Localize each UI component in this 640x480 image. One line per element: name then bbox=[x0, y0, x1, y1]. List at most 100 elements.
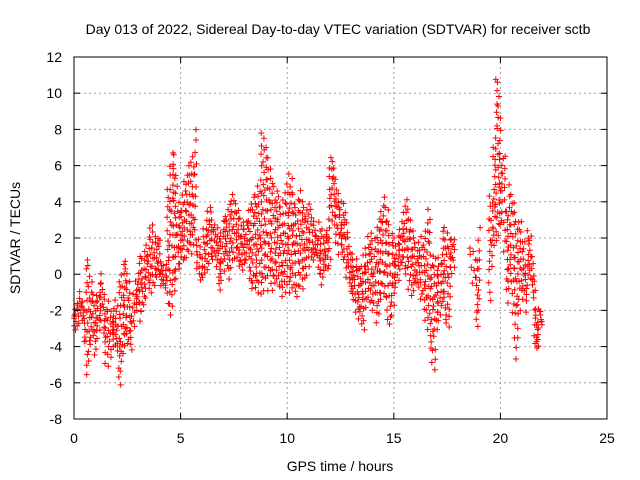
data-point bbox=[84, 262, 91, 269]
data-point bbox=[143, 242, 150, 249]
data-point bbox=[301, 240, 308, 247]
y-tick-label: 10 bbox=[46, 85, 62, 101]
data-point bbox=[269, 190, 276, 197]
data-point bbox=[251, 220, 258, 227]
data-point bbox=[446, 306, 453, 313]
data-point bbox=[489, 208, 496, 215]
data-point bbox=[495, 174, 502, 181]
data-point bbox=[371, 253, 378, 260]
data-point bbox=[275, 272, 282, 279]
data-point bbox=[285, 247, 292, 254]
data-point bbox=[91, 351, 98, 358]
data-point bbox=[277, 203, 284, 210]
data-point bbox=[496, 156, 503, 163]
data-point bbox=[175, 199, 182, 206]
data-point bbox=[151, 249, 158, 256]
data-point bbox=[511, 199, 518, 206]
data-point bbox=[345, 243, 352, 250]
data-point bbox=[126, 303, 133, 310]
data-point bbox=[507, 191, 514, 198]
data-point bbox=[534, 319, 541, 326]
data-point bbox=[388, 312, 395, 319]
data-point bbox=[490, 144, 497, 151]
data-point bbox=[270, 183, 277, 190]
data-point bbox=[260, 181, 267, 188]
data-point bbox=[246, 244, 253, 251]
data-point bbox=[525, 272, 532, 279]
data-point bbox=[138, 255, 145, 262]
data-point bbox=[495, 164, 502, 171]
data-point bbox=[317, 241, 324, 248]
data-point bbox=[449, 254, 456, 261]
data-point bbox=[319, 274, 326, 281]
data-point bbox=[240, 226, 247, 233]
data-point bbox=[308, 214, 315, 221]
data-point bbox=[182, 187, 189, 194]
data-point bbox=[490, 232, 497, 239]
data-point bbox=[283, 181, 290, 188]
data-point bbox=[118, 272, 125, 279]
data-point bbox=[395, 256, 402, 263]
data-point bbox=[310, 257, 317, 264]
data-point bbox=[86, 337, 93, 344]
data-point bbox=[139, 275, 146, 282]
data-point bbox=[415, 284, 422, 291]
data-point bbox=[114, 340, 121, 347]
data-point bbox=[216, 280, 223, 287]
data-point bbox=[286, 205, 293, 212]
data-point bbox=[282, 257, 289, 264]
data-point bbox=[169, 281, 176, 288]
data-point bbox=[251, 194, 258, 201]
data-point bbox=[383, 239, 390, 246]
data-point bbox=[227, 211, 234, 218]
data-point bbox=[323, 227, 330, 234]
data-point bbox=[166, 288, 173, 295]
data-point bbox=[170, 197, 177, 204]
data-point bbox=[196, 251, 203, 258]
data-point bbox=[488, 241, 495, 248]
data-point bbox=[296, 198, 303, 205]
data-point bbox=[390, 234, 397, 241]
data-point bbox=[137, 318, 144, 325]
data-point bbox=[222, 235, 229, 242]
data-point bbox=[415, 239, 422, 246]
data-point bbox=[368, 256, 375, 263]
data-point bbox=[113, 308, 120, 315]
data-point bbox=[495, 232, 502, 239]
data-point bbox=[256, 218, 263, 225]
data-point bbox=[284, 273, 291, 280]
data-point bbox=[424, 272, 431, 279]
data-point bbox=[123, 270, 130, 277]
data-points bbox=[71, 76, 545, 388]
data-point bbox=[258, 222, 265, 229]
data-point bbox=[317, 250, 324, 257]
data-point bbox=[147, 236, 154, 243]
data-point bbox=[519, 282, 526, 289]
data-point bbox=[368, 266, 375, 273]
data-point bbox=[93, 299, 100, 306]
data-point bbox=[506, 256, 513, 263]
data-point bbox=[486, 289, 493, 296]
data-point bbox=[534, 331, 541, 338]
data-point bbox=[411, 240, 418, 247]
data-point bbox=[490, 195, 497, 202]
data-point bbox=[476, 277, 483, 284]
data-point bbox=[126, 328, 133, 335]
data-point bbox=[258, 270, 265, 277]
data-point bbox=[257, 241, 264, 248]
data-point bbox=[529, 281, 536, 288]
data-point bbox=[143, 253, 150, 260]
data-point bbox=[226, 276, 233, 283]
data-point bbox=[355, 315, 362, 322]
data-point bbox=[421, 262, 428, 269]
data-point bbox=[493, 109, 500, 116]
data-point bbox=[445, 290, 452, 297]
data-point bbox=[525, 257, 532, 264]
data-point bbox=[444, 301, 451, 308]
data-point bbox=[521, 238, 528, 245]
data-point bbox=[249, 249, 256, 256]
data-point bbox=[281, 220, 288, 227]
data-point bbox=[295, 196, 302, 203]
data-point bbox=[258, 198, 265, 205]
data-point bbox=[191, 216, 198, 223]
